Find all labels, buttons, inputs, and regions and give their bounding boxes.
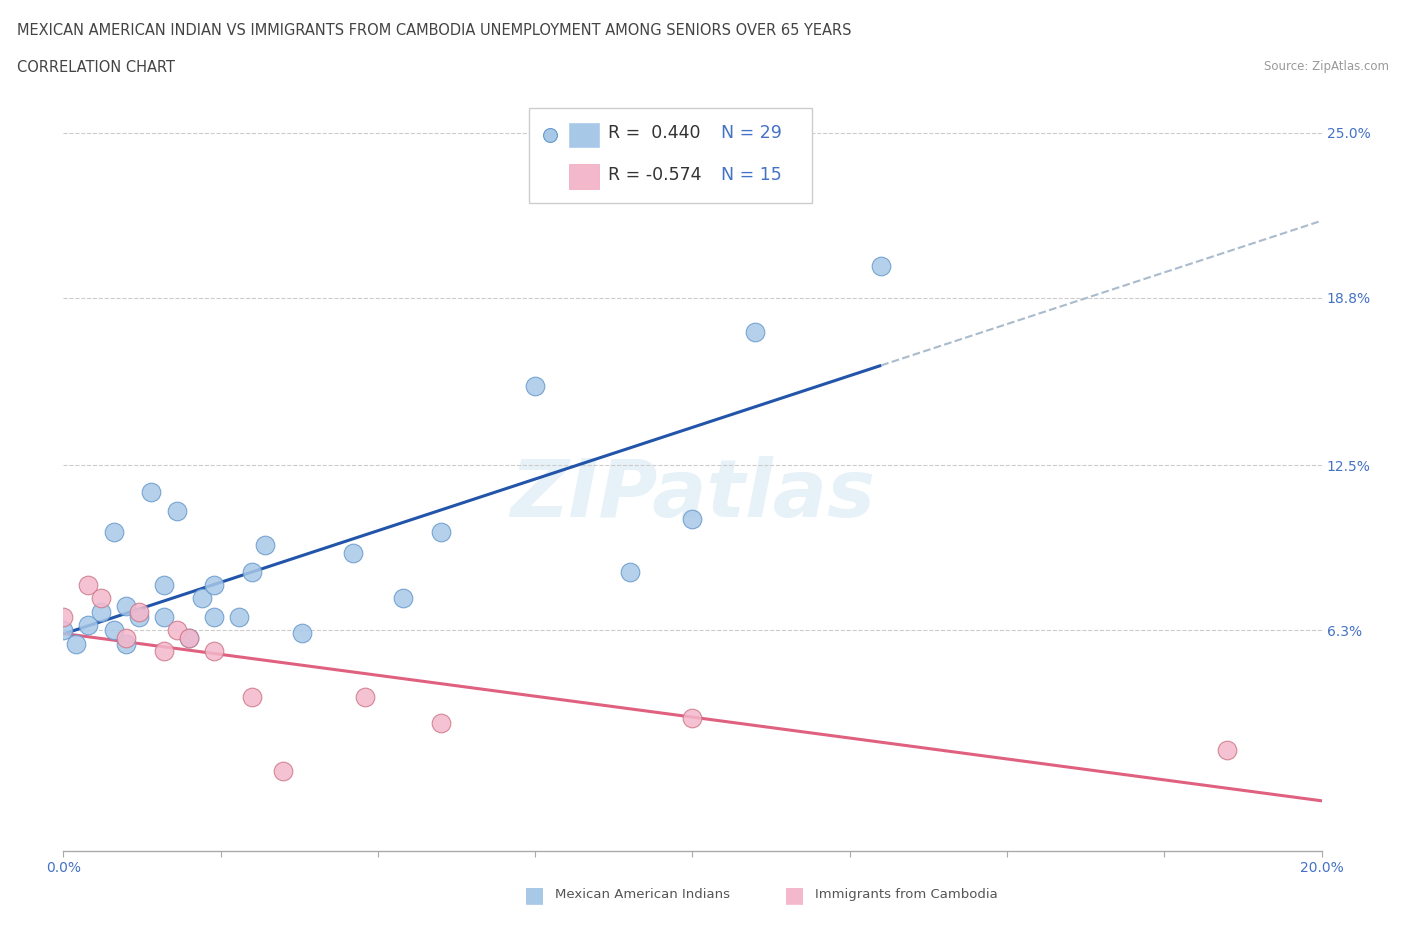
- Text: R = -0.574: R = -0.574: [609, 166, 702, 184]
- Point: [52, 609, 75, 624]
- Point: [202, 578, 225, 592]
- Point: [682, 711, 704, 725]
- Point: [430, 716, 453, 731]
- Point: [524, 379, 547, 393]
- Text: ■: ■: [524, 884, 544, 905]
- Point: [228, 609, 250, 624]
- Point: [273, 764, 295, 778]
- Point: [52, 623, 75, 638]
- Point: [240, 565, 263, 579]
- Point: [744, 325, 766, 339]
- Point: [153, 578, 176, 592]
- Point: [179, 631, 201, 645]
- FancyBboxPatch shape: [569, 165, 599, 189]
- Point: [870, 259, 893, 273]
- Point: [342, 546, 364, 561]
- Point: [240, 689, 263, 704]
- Point: [115, 636, 138, 651]
- Point: [1216, 742, 1239, 757]
- Point: [141, 485, 163, 499]
- Text: R =  0.440: R = 0.440: [609, 125, 700, 142]
- Point: [65, 636, 87, 651]
- Text: N = 29: N = 29: [721, 125, 782, 142]
- Point: [179, 631, 201, 645]
- Text: Mexican American Indians: Mexican American Indians: [555, 888, 730, 901]
- Text: ZIPatlas: ZIPatlas: [510, 456, 875, 534]
- Text: N = 15: N = 15: [721, 166, 782, 184]
- Point: [90, 604, 112, 619]
- Point: [115, 631, 138, 645]
- Point: [77, 578, 100, 592]
- Point: [103, 525, 125, 539]
- Text: Immigrants from Cambodia: Immigrants from Cambodia: [815, 888, 998, 901]
- Point: [392, 591, 415, 605]
- Point: [682, 512, 704, 526]
- Text: CORRELATION CHART: CORRELATION CHART: [17, 60, 174, 75]
- Text: Source: ZipAtlas.com: Source: ZipAtlas.com: [1264, 60, 1389, 73]
- Text: ■: ■: [785, 884, 804, 905]
- Point: [166, 503, 188, 518]
- FancyBboxPatch shape: [529, 108, 813, 203]
- Point: [90, 591, 112, 605]
- Point: [153, 609, 176, 624]
- Point: [202, 644, 225, 659]
- Point: [619, 565, 641, 579]
- Point: [291, 626, 314, 641]
- Point: [115, 599, 138, 614]
- Point: [202, 609, 225, 624]
- Point: [354, 689, 377, 704]
- Point: [153, 644, 176, 659]
- Point: [430, 525, 453, 539]
- Point: [253, 538, 276, 552]
- Point: [128, 604, 150, 619]
- Point: [166, 623, 188, 638]
- Point: [190, 591, 212, 605]
- Point: [77, 618, 100, 632]
- Text: MEXICAN AMERICAN INDIAN VS IMMIGRANTS FROM CAMBODIA UNEMPLOYMENT AMONG SENIORS O: MEXICAN AMERICAN INDIAN VS IMMIGRANTS FR…: [17, 23, 852, 38]
- FancyBboxPatch shape: [569, 123, 599, 147]
- Point: [103, 623, 125, 638]
- Point: [128, 609, 150, 624]
